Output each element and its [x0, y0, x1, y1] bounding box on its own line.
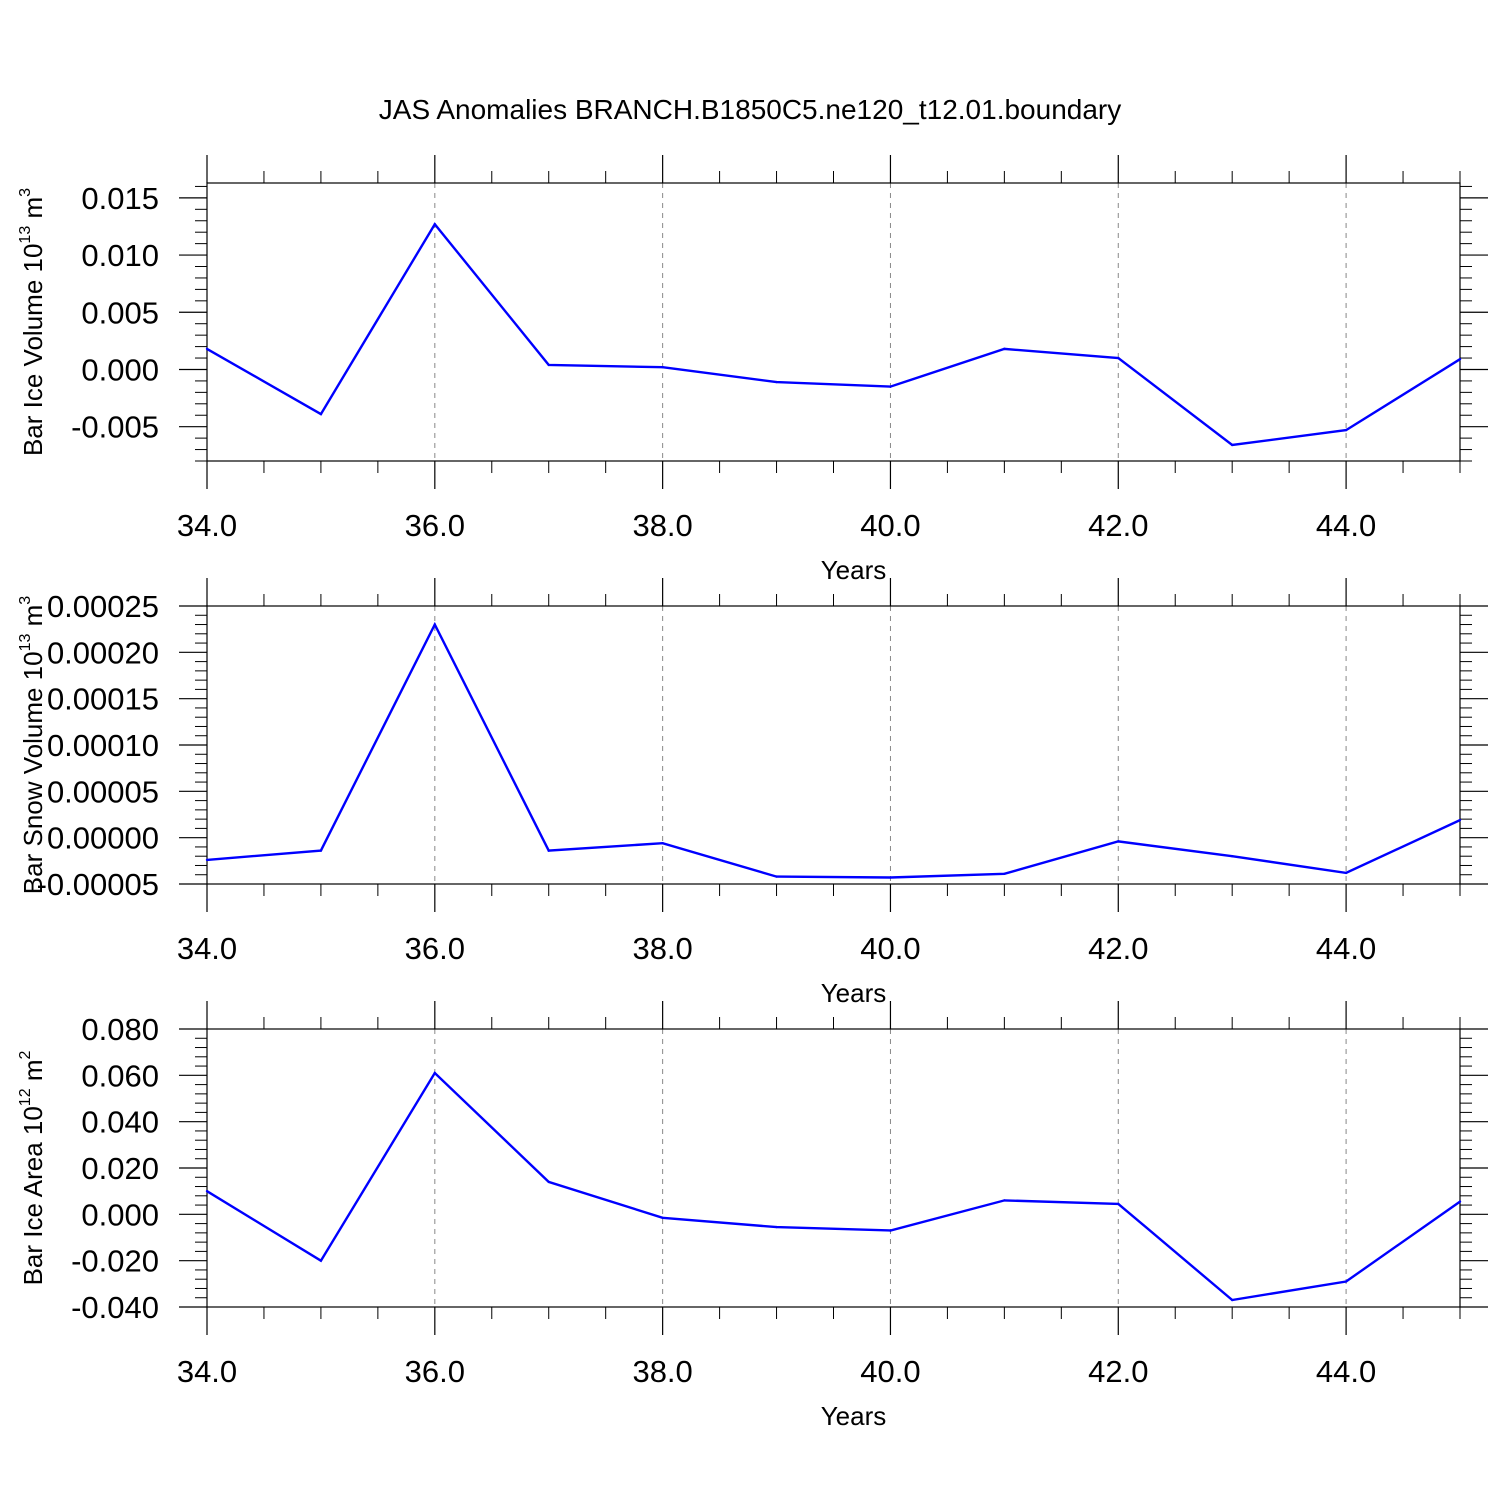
x-tick-label: 38.0: [632, 508, 692, 543]
y-tick-label: 0.010: [81, 238, 159, 273]
data-point: [775, 875, 778, 878]
y-tick-label: 0.00020: [47, 635, 159, 670]
data-point: [775, 1225, 778, 1229]
data-point: [1003, 872, 1006, 876]
data-point: [1458, 357, 1462, 361]
y-tick-label: -0.005: [71, 410, 159, 445]
series-line: [206, 222, 1461, 447]
y-tick-label: -0.040: [71, 1290, 159, 1325]
data-point: [1230, 855, 1234, 858]
x-axis-label: Years: [821, 978, 887, 1008]
plot-frame: [206, 1028, 1461, 1308]
y-tick-label: 0.000: [81, 1197, 159, 1232]
x-tick-label: 42.0: [1088, 508, 1148, 543]
data-point: [547, 849, 550, 852]
series-line: [206, 621, 1461, 879]
data-point: [1344, 428, 1348, 432]
y-tick-label: 0.005: [81, 295, 159, 330]
y-tick-label: -0.00005: [37, 867, 159, 902]
data-point: [433, 623, 437, 626]
y-tick-label: 0.00005: [47, 774, 159, 809]
y-tick-label: 0.00000: [47, 821, 159, 856]
x-axis-label: Years: [821, 1401, 887, 1431]
y-tick-label: 0.020: [81, 1151, 159, 1186]
data-point: [661, 1216, 664, 1220]
data-point: [205, 858, 209, 862]
panel-3: 34.0 36.0 38.0 40.0 42.0 44.0 0.080 0.060 0.040 0…: [17, 1001, 1488, 1431]
y-tick-label: 0.040: [81, 1105, 159, 1140]
x-tick-label: 40.0: [860, 508, 920, 543]
data-point: [775, 380, 778, 384]
panel-1: 34.0 36.0 38.0 40.0 42.0 44.0 0.015 0.010 0.005 0…: [17, 155, 1488, 585]
x-tick-label: 40.0: [860, 931, 920, 966]
data-point: [889, 385, 892, 388]
data-point: [433, 222, 437, 226]
y-tick-label: 0.080: [81, 1012, 159, 1047]
x-tick-label: 38.0: [632, 931, 692, 966]
data-point: [889, 876, 892, 879]
x-tick-label: 44.0: [1316, 508, 1376, 543]
data-point: [1458, 818, 1462, 822]
data-point: [1003, 1199, 1006, 1202]
data-point: [661, 842, 664, 845]
data-point: [433, 1071, 437, 1075]
data-point: [1230, 1298, 1234, 1302]
x-tick-label: 44.0: [1316, 931, 1376, 966]
data-point: [1117, 356, 1120, 360]
data-point: [319, 412, 323, 416]
y-axis-label: Bar Ice Area 1012 m2: [17, 1050, 48, 1285]
data-point: [1458, 1200, 1462, 1203]
x-tick-label: 42.0: [1088, 931, 1148, 966]
y-tick-label: 0.015: [81, 181, 159, 216]
data-point: [205, 347, 209, 351]
data-point: [889, 1229, 892, 1232]
series-line: [206, 1071, 1461, 1302]
y-tick-label: -0.020: [71, 1244, 159, 1279]
plot-frame: [206, 182, 1461, 462]
data-point: [1117, 840, 1120, 843]
y-tick-label: 0.060: [81, 1058, 159, 1093]
x-tick-label: 36.0: [405, 508, 465, 543]
data-point: [547, 1180, 550, 1184]
x-axis-label: Years: [821, 555, 887, 585]
plot-frame: [206, 605, 1461, 885]
data-point: [661, 365, 664, 369]
data-point: [319, 849, 323, 852]
y-axis-label: Bar Snow Volume 1013 m3: [17, 596, 48, 895]
data-point: [1344, 1280, 1348, 1283]
data-point: [1344, 871, 1348, 875]
x-tick-label: 36.0: [405, 931, 465, 966]
x-tick-label: 40.0: [860, 1354, 920, 1389]
data-point: [1117, 1202, 1120, 1206]
x-tick-label: 36.0: [405, 1354, 465, 1389]
x-tick-label: 34.0: [177, 1354, 237, 1389]
y-tick-label: 0.00025: [47, 589, 159, 624]
chart-title: JAS Anomalies BRANCH.B1850C5.ne120_t12.0…: [379, 94, 1121, 125]
data-point: [1003, 347, 1006, 351]
x-tick-label: 44.0: [1316, 1354, 1376, 1389]
x-tick-label: 34.0: [177, 508, 237, 543]
y-tick-label: 0.00010: [47, 728, 159, 763]
panel-2: 34.0 36.0 38.0 40.0 42.0 44.0 0.00025 0.00020 0.…: [17, 578, 1488, 1008]
y-tick-label: 0.000: [81, 352, 159, 387]
data-point: [547, 363, 550, 367]
y-tick-label: 0.00015: [47, 682, 159, 717]
x-tick-label: 34.0: [177, 931, 237, 966]
data-point: [205, 1189, 209, 1193]
y-axis-label: Bar Ice Volume 1013 m3: [17, 188, 48, 456]
data-point: [319, 1259, 323, 1262]
data-point: [1230, 443, 1234, 447]
x-tick-label: 38.0: [632, 1354, 692, 1389]
x-tick-label: 42.0: [1088, 1354, 1148, 1389]
